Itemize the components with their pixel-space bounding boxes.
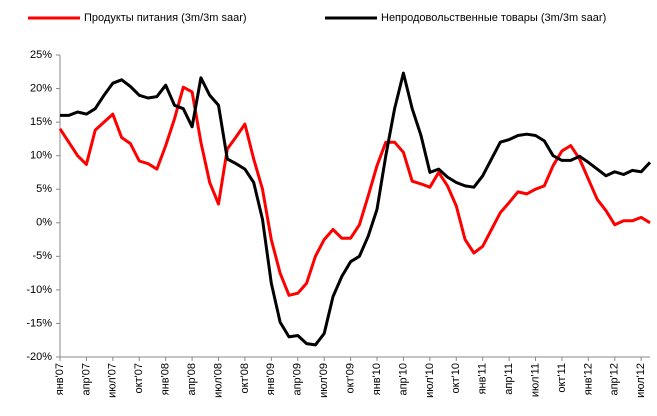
- x-tick-label: окт'09: [345, 363, 357, 393]
- x-tick-label: апр'08: [186, 363, 198, 396]
- x-tick-label: апр'09: [292, 363, 304, 396]
- x-tick-label: июл'12: [635, 363, 647, 398]
- series-line: [60, 71, 652, 347]
- x-tick-label: янв'09: [265, 363, 277, 395]
- y-tick-label: -15%: [26, 317, 52, 329]
- x-tick-label: янв'10: [371, 363, 383, 395]
- x-tick-label: окт'07: [133, 363, 145, 393]
- y-tick-label: -5%: [32, 250, 52, 262]
- legend-label: Непродовольственные товары (3m/3m saar): [381, 12, 606, 24]
- x-tick-label: апр'07: [80, 363, 92, 396]
- x-tick-label: апр'12: [609, 363, 621, 396]
- x-tick-label: янв'07: [54, 363, 66, 395]
- x-tick-label: июл'11: [529, 363, 541, 397]
- legend-label: Продукты питания (3m/3m saar): [84, 12, 247, 24]
- x-tick-label: апр'10: [397, 363, 409, 396]
- x-tick-label: янв'08: [160, 363, 172, 395]
- x-tick-label: окт'11: [556, 363, 568, 393]
- y-tick-label: 0%: [36, 217, 52, 229]
- series-line: [58, 85, 651, 297]
- x-tick-label: янв'12: [582, 363, 594, 395]
- y-tick-label: 5%: [36, 183, 52, 195]
- y-tick-label: 10%: [30, 150, 52, 162]
- y-tick-label: 20%: [30, 82, 52, 94]
- x-tick-label: янв'11: [477, 363, 489, 394]
- x-tick-label: июл'08: [212, 363, 224, 398]
- x-tick-label: июл'09: [318, 363, 330, 398]
- x-tick-label: июл'07: [107, 363, 119, 398]
- y-tick-label: -20%: [26, 351, 52, 363]
- x-tick-label: июл'10: [424, 363, 436, 398]
- y-tick-label: -10%: [26, 284, 52, 296]
- y-tick-label: 25%: [30, 49, 52, 61]
- x-tick-label: окт'10: [450, 363, 462, 393]
- x-tick-label: окт'08: [239, 363, 251, 393]
- x-tick-label: апр'11: [503, 363, 515, 395]
- y-tick-label: 15%: [30, 116, 52, 128]
